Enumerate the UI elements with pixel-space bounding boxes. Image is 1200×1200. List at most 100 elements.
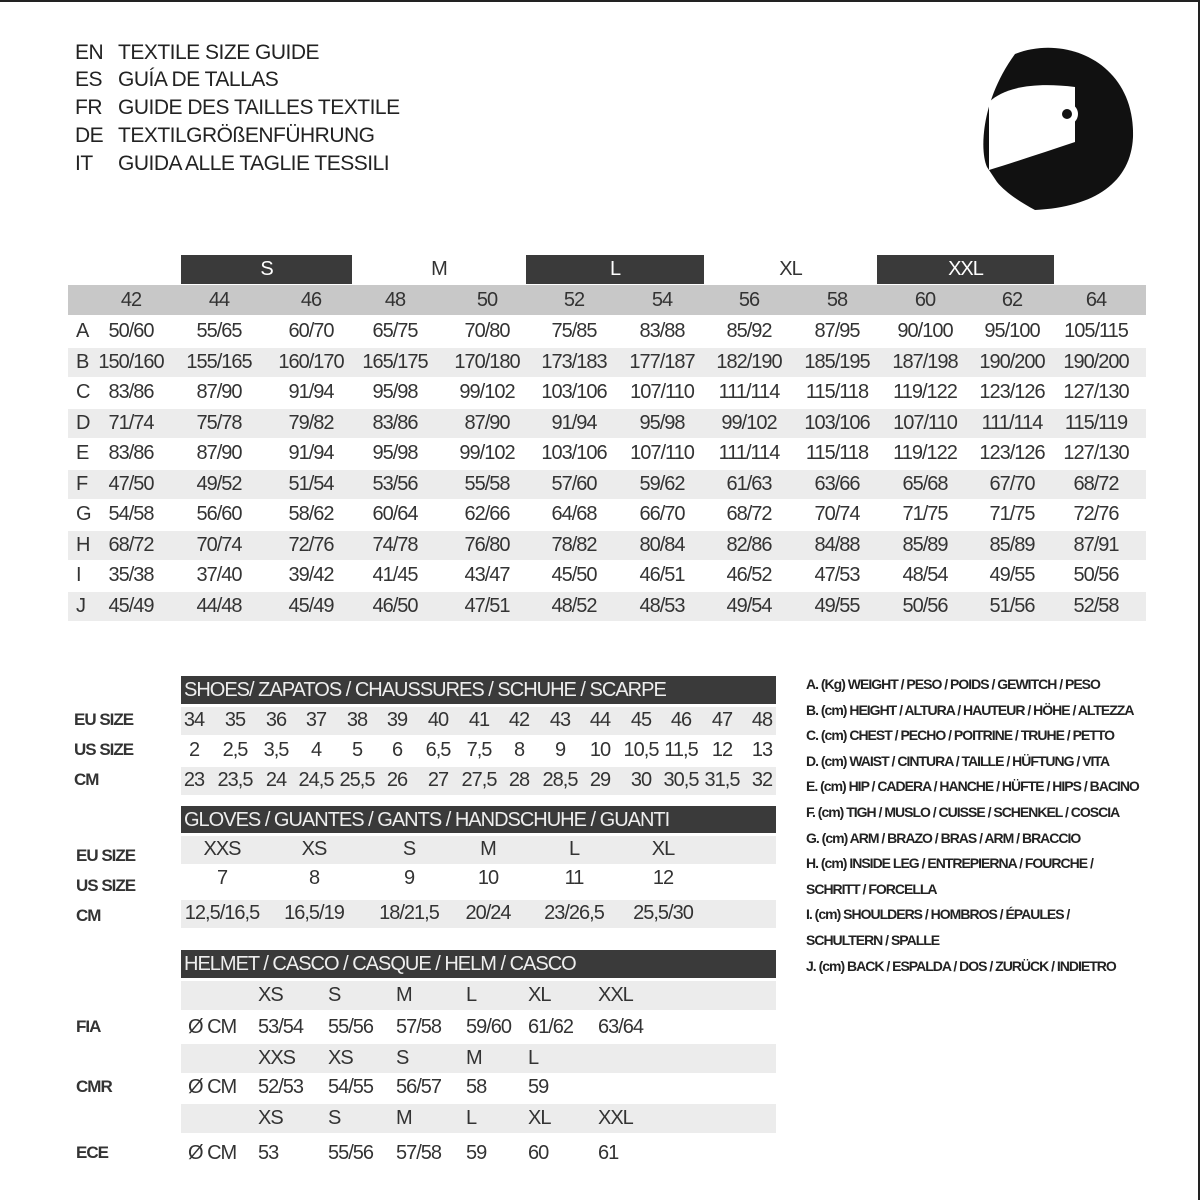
table-cell: 51/56 — [989, 594, 1035, 617]
size-band-label: XXL — [948, 258, 984, 280]
glove-cell: XL — [651, 838, 675, 860]
helmet-size: L — [466, 1107, 477, 1129]
table-cell: 49/52 — [196, 472, 242, 495]
size-band-label: M — [431, 258, 448, 280]
table-cell: 115/118 — [805, 442, 869, 464]
table-cell: 182/190 — [716, 350, 782, 373]
shoe-cell: 24,5 — [298, 769, 335, 791]
table-cell: 50/60 — [108, 320, 154, 342]
table-cell: 155/165 — [186, 350, 252, 373]
row-shade — [68, 347, 1146, 377]
glove-cell: 16,5/19 — [284, 902, 345, 924]
shoe-cell: 2 — [188, 739, 200, 761]
shoe-cell: 24 — [265, 769, 287, 791]
glove-row-label: CM — [76, 906, 101, 925]
shoe-cell: 43 — [549, 709, 571, 731]
glove-cell: 9 — [403, 867, 415, 889]
shoe-cell: 27,5 — [461, 769, 498, 791]
helmet-cell: 55/56 — [328, 1016, 374, 1038]
table-cell: 53/56 — [372, 472, 418, 495]
helmet-cell: 61/62 — [528, 1016, 574, 1038]
table-cell: 75/78 — [196, 411, 242, 434]
shoe-cell: 41 — [468, 709, 490, 731]
helmet-size: XS — [258, 1107, 284, 1129]
helmet-size: S — [328, 1107, 341, 1129]
helmet-size: M — [396, 984, 413, 1006]
table-cell: 70/74 — [814, 503, 860, 525]
table-cell: 62/66 — [464, 503, 510, 525]
helmet-size: XS — [258, 984, 284, 1006]
shoe-cell: 36 — [265, 709, 287, 731]
table-cell: 83/86 — [372, 411, 418, 434]
helmet-standard-label: FIA — [76, 1017, 101, 1036]
shoe-cell: 8 — [513, 739, 525, 761]
size-header-bg — [68, 285, 1146, 315]
size-number: 56 — [738, 289, 760, 311]
table-cell: 71/75 — [989, 503, 1035, 525]
helmet-standard-label: CMR — [76, 1077, 113, 1096]
glove-cell: 10 — [477, 867, 499, 889]
shoe-cell: 23 — [183, 769, 205, 791]
helmet-cell: 59 — [528, 1076, 549, 1098]
table-cell: 48/52 — [551, 594, 597, 617]
helmet-size: XXS — [258, 1047, 296, 1069]
gloves-header: GLOVES / GUANTES / GANTS / HANDSCHUHE / … — [181, 806, 776, 833]
glove-cell: XS — [301, 838, 328, 860]
table-cell: 87/90 — [196, 381, 242, 403]
title-lang-code: EN — [75, 41, 104, 64]
shoe-cell: 6,5 — [425, 739, 452, 761]
title-text: TEXTILE SIZE GUIDE — [118, 41, 320, 64]
title-lang-code: IT — [75, 152, 93, 175]
legend-item: F. (cm) TIGH / MUSLO / CUISSE / SCHENKEL… — [806, 804, 1120, 820]
row-label: B — [76, 350, 89, 373]
table-cell: 95/98 — [372, 381, 418, 403]
table-cell: 99/102 — [459, 442, 515, 464]
helmet-size: S — [328, 984, 341, 1006]
legend-item: D. (cm) WAIST / CINTURA / TAILLE / HÜFTU… — [806, 752, 1110, 769]
shoe-cell: 34 — [183, 709, 205, 731]
table-cell: 103/106 — [541, 381, 607, 403]
table-cell: 56/60 — [196, 503, 242, 525]
shoe-cell: 48 — [751, 709, 773, 731]
table-cell: 45/50 — [551, 564, 597, 586]
legend-item: B. (cm) HEIGHT / ALTURA / HAUTEUR / HÖHE… — [806, 701, 1134, 718]
table-cell: 85/92 — [726, 320, 772, 342]
helmet-cell: 60 — [528, 1142, 549, 1164]
row-label: H — [76, 533, 90, 556]
table-cell: 119/122 — [893, 442, 958, 464]
legend-item: SCHRITT / FORCELLA — [806, 880, 938, 897]
table-cell: 107/110 — [630, 442, 695, 464]
table-cell: 95/100 — [984, 320, 1040, 342]
table-cell: 48/53 — [639, 594, 685, 617]
table-cell: 35/38 — [108, 564, 154, 586]
table-cell: 185/195 — [804, 350, 870, 373]
table-cell: 82/86 — [726, 533, 772, 556]
glove-cell: M — [480, 838, 497, 860]
size-number: 48 — [384, 289, 406, 311]
legend-item: H. (cm) INSIDE LEG / ENTREPIERNA / FOURC… — [806, 855, 1094, 872]
helmet-cell: 61 — [598, 1142, 619, 1164]
size-band-bg — [181, 255, 352, 284]
legend-item: C. (cm) CHEST / PECHO / POITRINE / TRUHE… — [806, 727, 1115, 744]
size-number: 62 — [1001, 289, 1023, 311]
shoe-cell: 3,5 — [263, 739, 290, 761]
table-cell: 87/90 — [464, 411, 510, 434]
table-cell: 127/130 — [1063, 381, 1129, 403]
table-cell: 70/80 — [464, 320, 510, 342]
shoe-cell: 38 — [346, 709, 368, 731]
table-cell: 160/170 — [278, 350, 344, 373]
size-number: 50 — [476, 289, 498, 311]
table-cell: 49/54 — [726, 594, 772, 617]
table-cell: 170/180 — [454, 350, 520, 373]
legend-item: G. (cm) ARM / BRAZO / BRAS / ARM / BRACC… — [806, 829, 1081, 846]
table-cell: 190/200 — [979, 350, 1045, 373]
size-number: 58 — [826, 289, 848, 311]
table-cell: 45/49 — [288, 594, 334, 617]
table-cell: 111/114 — [718, 442, 781, 464]
shoe-cell: 42 — [508, 709, 530, 731]
table-cell: 150/160 — [98, 350, 164, 373]
table-cell: 70/74 — [196, 533, 242, 556]
size-band-label: S — [260, 258, 273, 280]
helmet-cell: 53/54 — [258, 1016, 304, 1038]
size-number: 64 — [1085, 289, 1107, 311]
